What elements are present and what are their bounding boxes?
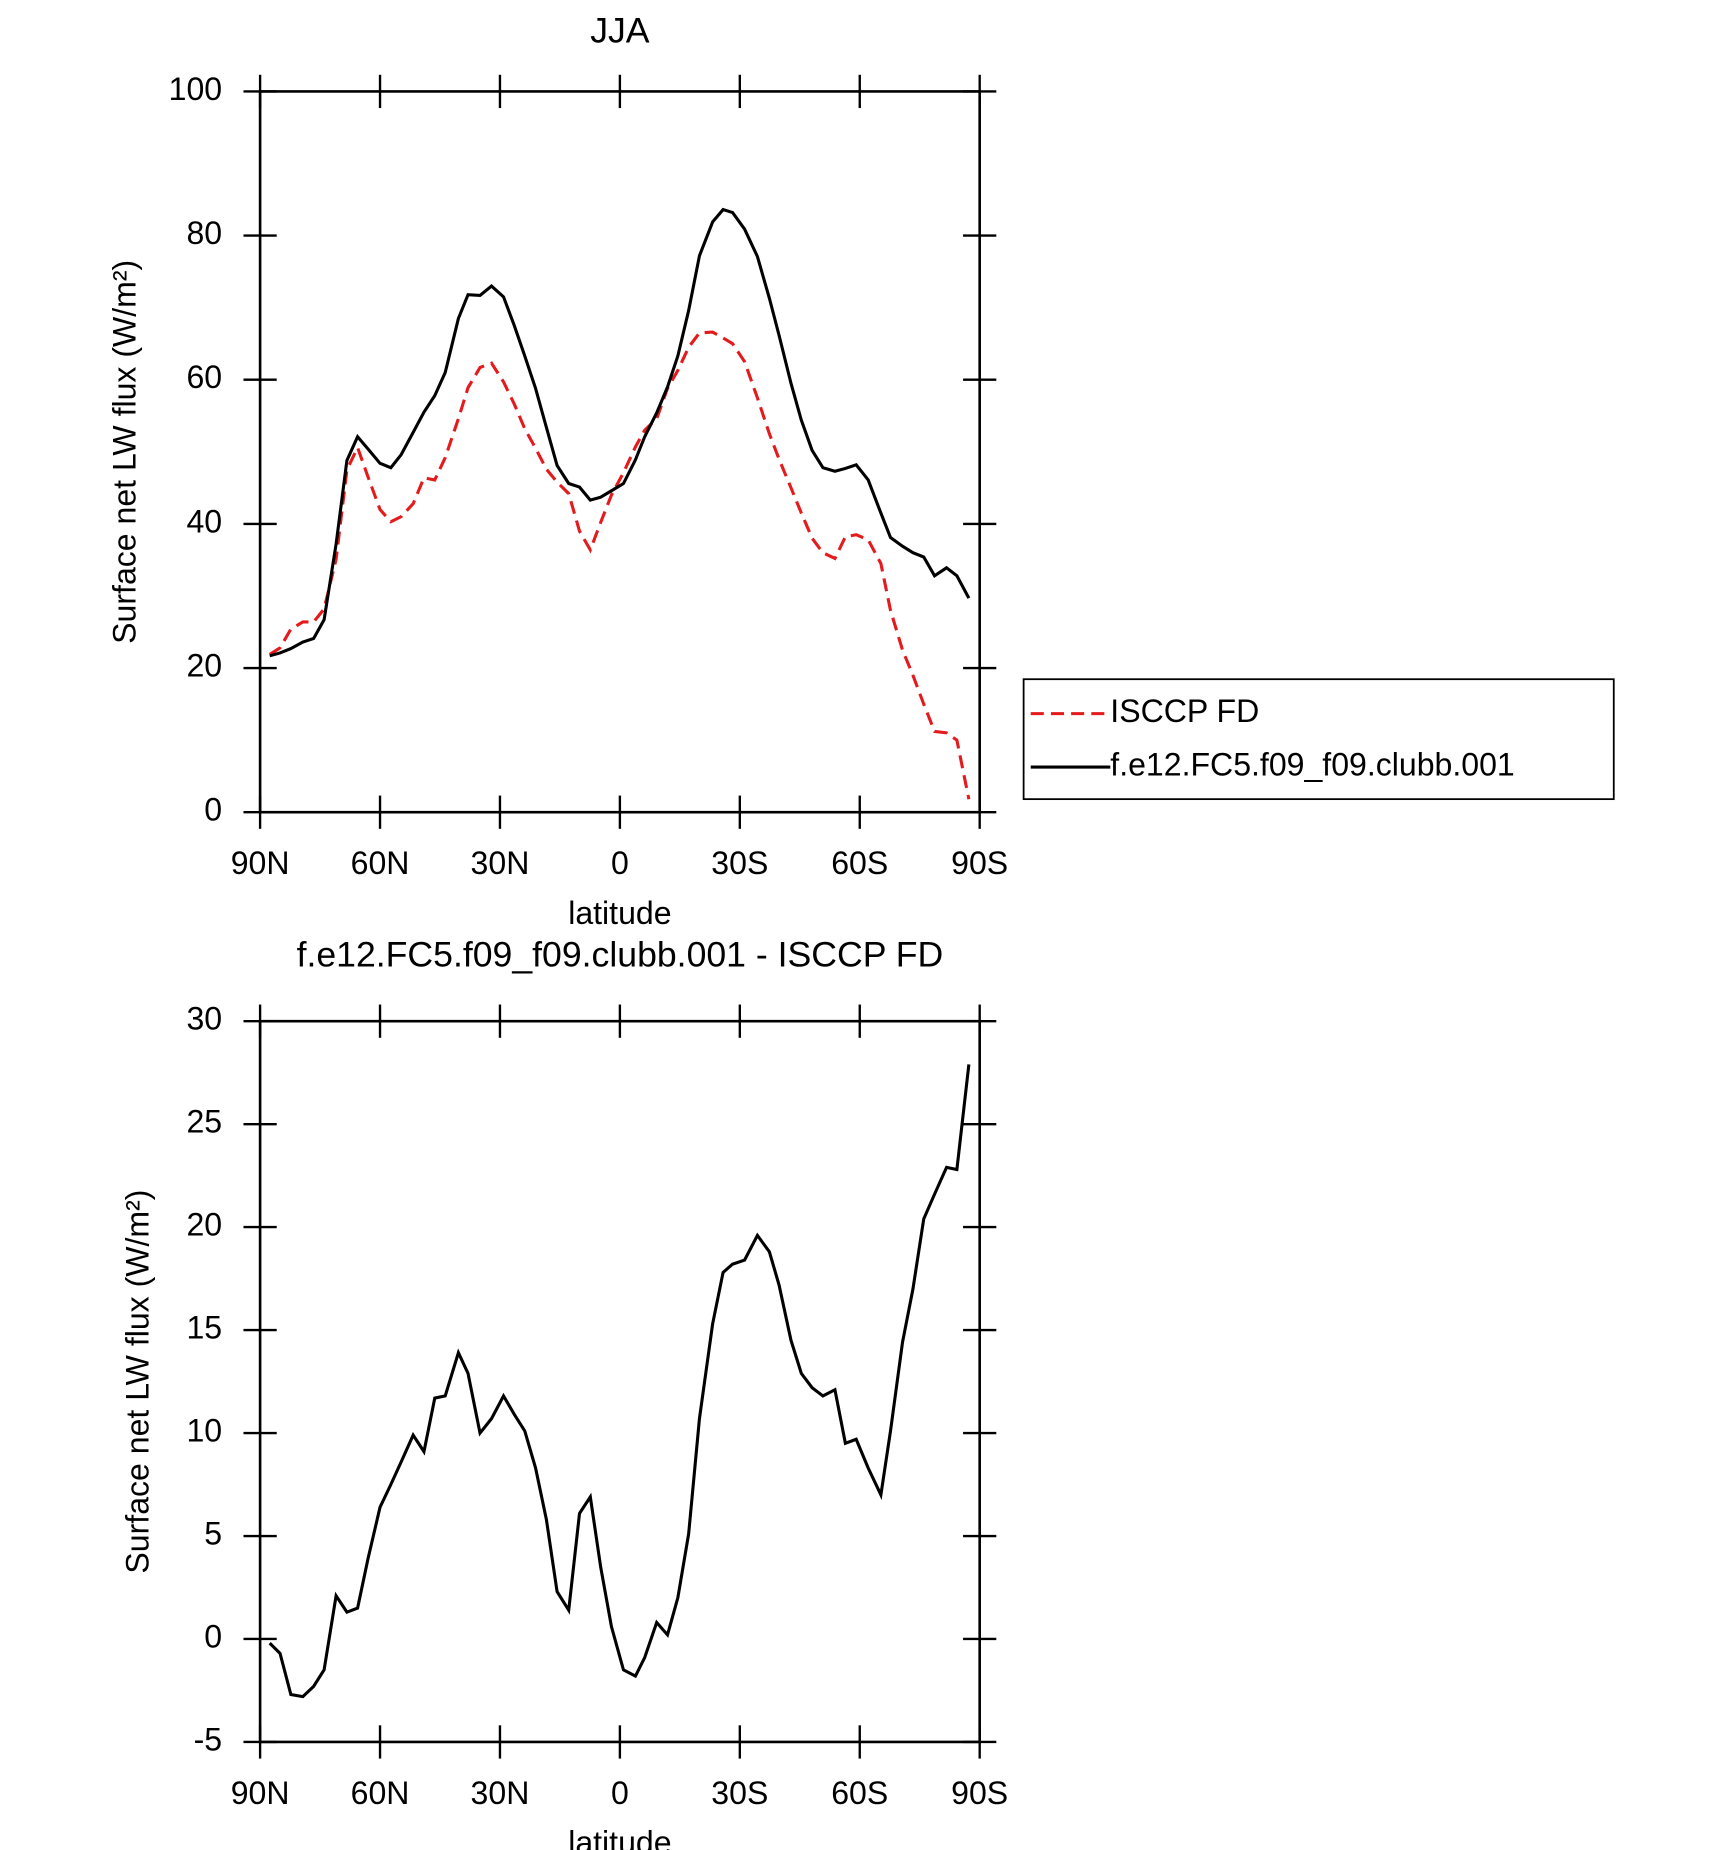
y-tick-label: -5 (194, 1721, 223, 1757)
x-tick-label: 90N (231, 845, 290, 881)
chart-title: JJA (590, 11, 650, 51)
y-tick-label: 5 (204, 1515, 222, 1551)
y-tick-label: 25 (186, 1104, 222, 1140)
data-line (268, 330, 971, 800)
plot-frame (258, 90, 981, 814)
y-tick-label: 100 (169, 71, 222, 107)
x-tick-label: 30N (471, 1775, 530, 1811)
y-tick-label: 0 (204, 792, 222, 828)
data-line (268, 1064, 971, 1699)
x-tick-label: 30S (711, 1775, 768, 1811)
y-tick-label: 80 (186, 215, 222, 251)
y-tick-label: 40 (186, 503, 222, 539)
x-tick-label: 0 (611, 1775, 629, 1811)
legend-label: f.e12.FC5.f09_f09.clubb.001 (1110, 747, 1514, 783)
x-tick-label: 90S (951, 1775, 1008, 1811)
y-tick-label: 20 (186, 648, 222, 684)
x-tick-label: 60N (351, 845, 410, 881)
x-axis-label: latitude (568, 895, 671, 931)
x-tick-label: 90S (951, 845, 1008, 881)
y-tick-label: 30 (186, 1001, 222, 1037)
y-tick-label: 20 (186, 1207, 222, 1243)
legend-box (1022, 678, 1615, 801)
x-tick-label: 30N (471, 845, 530, 881)
x-tick-label: 60N (351, 1775, 410, 1811)
y-tick-label: 0 (204, 1618, 222, 1654)
legend-label: ISCCP FD (1110, 693, 1259, 729)
y-tick-label: 10 (186, 1413, 222, 1449)
y-tick-label: 60 (186, 359, 222, 395)
x-tick-label: 60S (831, 1775, 888, 1811)
y-axis-label: Surface net LW flux (W/m²) (107, 260, 143, 644)
data-line (269, 207, 971, 658)
chart-title: f.e12.FC5.f09_f09.clubb.001 - ISCCP FD (297, 934, 944, 974)
x-tick-label: 30S (711, 845, 768, 881)
x-tick-label: 60S (831, 845, 888, 881)
x-tick-label: 90N (231, 1775, 290, 1811)
plot-frame (258, 1019, 981, 1744)
x-axis-label: latitude (568, 1825, 671, 1850)
x-tick-label: 0 (611, 845, 629, 881)
y-tick-label: 15 (186, 1310, 222, 1346)
y-axis-label: Surface net LW flux (W/m²) (120, 1190, 156, 1574)
